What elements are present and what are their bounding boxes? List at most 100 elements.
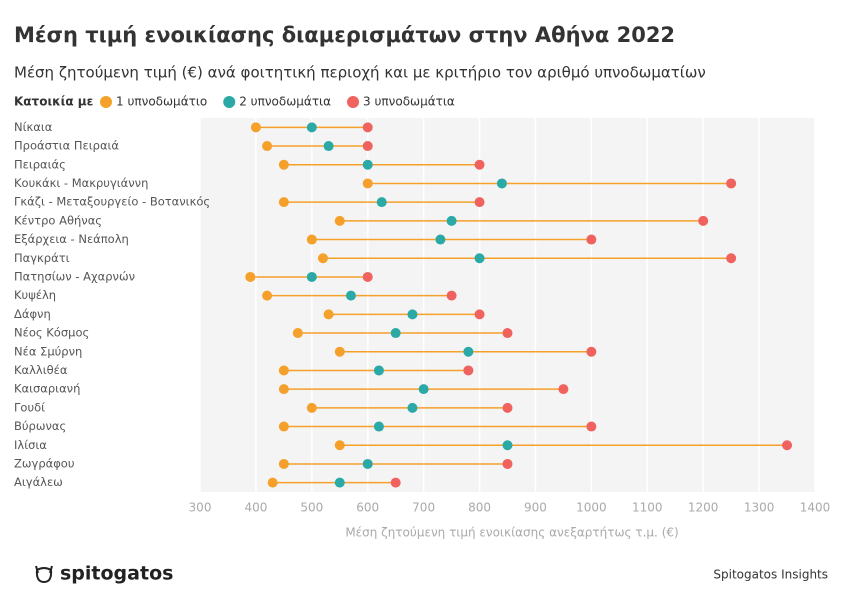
dot <box>334 477 345 488</box>
dot <box>373 421 384 432</box>
dot <box>418 384 429 395</box>
x-tick-label: 500 <box>300 501 323 515</box>
dot <box>362 458 373 469</box>
dot <box>278 197 289 208</box>
dot <box>586 346 597 357</box>
dot <box>306 271 317 282</box>
y-tick-label: Γουδί <box>14 400 45 414</box>
dot <box>373 365 384 376</box>
dot <box>278 365 289 376</box>
dot <box>306 234 317 245</box>
dot <box>362 141 373 152</box>
x-tick-label: 900 <box>524 501 547 515</box>
dot <box>435 234 446 245</box>
dot <box>334 215 345 226</box>
dot <box>474 197 485 208</box>
dot <box>250 122 261 133</box>
y-tick-label: Κέντρο Αθήνας <box>14 213 102 227</box>
y-tick-label: Γκάζι - Μεταξουργείο - Βοτανικός <box>14 195 210 209</box>
dot <box>318 253 328 264</box>
dot <box>278 159 289 170</box>
dot <box>390 477 401 488</box>
x-tick-label: 800 <box>468 501 491 515</box>
y-tick-label: Εξάρχεια - Νεάπολη <box>14 232 129 246</box>
dot <box>362 178 373 189</box>
source: Spitogatos Insights <box>713 568 828 582</box>
y-tick-label: Νέος Κόσμος <box>14 326 89 340</box>
dot <box>558 384 569 395</box>
dot <box>376 197 387 208</box>
plot-background <box>200 118 815 492</box>
y-tick-label: Παγκράτι <box>14 251 70 265</box>
dot <box>362 159 373 170</box>
x-tick-label: 1400 <box>800 501 831 515</box>
dot <box>306 402 317 413</box>
dot <box>262 290 273 301</box>
dot <box>782 440 793 451</box>
legend-marker <box>223 96 236 108</box>
legend-title: Κατοικία με <box>14 95 93 109</box>
dot <box>474 253 485 264</box>
legend-marker <box>347 96 360 108</box>
dot <box>496 178 507 189</box>
dot <box>463 346 474 357</box>
dot <box>278 421 289 432</box>
legend-marker <box>100 96 112 108</box>
x-tick-label: 700 <box>412 501 435 515</box>
legend-label: 2 υπνοδωμάτια <box>239 95 331 109</box>
x-tick-label: 300 <box>189 501 212 515</box>
x-tick-label: 1300 <box>744 501 775 515</box>
dot <box>502 328 513 339</box>
dot <box>278 458 289 469</box>
dot <box>306 122 317 133</box>
dot <box>586 421 597 432</box>
legend-label: 1 υπνοδωμάτιο <box>116 95 207 109</box>
dot <box>323 141 334 152</box>
y-tick-label: Νέα Σμύρνη <box>14 344 82 358</box>
y-tick-label: Πειραιάς <box>14 157 66 171</box>
x-tick-label: 600 <box>356 501 379 515</box>
y-tick-label: Κουκάκι - Μακρυγιάννη <box>14 176 148 190</box>
dot <box>502 458 513 469</box>
y-tick-label: Καλλιθέα <box>14 363 68 377</box>
logo: spitogatos <box>60 563 173 585</box>
dot <box>292 328 303 339</box>
x-tick-label: 1000 <box>576 501 607 515</box>
dot <box>407 309 418 320</box>
dot <box>726 253 737 264</box>
x-tick-label: 1200 <box>688 501 719 515</box>
dot <box>267 477 278 488</box>
dot <box>362 271 373 282</box>
dot <box>334 346 345 357</box>
legend-label: 3 υπνοδωμάτια <box>363 95 455 109</box>
y-tick-label: Βύρωνας <box>14 419 66 433</box>
dot <box>474 309 485 320</box>
x-tick-label: 400 <box>244 501 267 515</box>
dot <box>446 290 457 301</box>
dot <box>463 365 474 376</box>
chart-title: Μέση τιμή ενοικίασης διαμερισμάτων στην … <box>14 23 675 47</box>
dot <box>586 234 597 245</box>
dot <box>502 402 513 413</box>
dot <box>390 328 401 339</box>
dot <box>446 215 457 226</box>
y-tick-label: Προάστια Πειραιά <box>14 139 119 153</box>
dot <box>278 384 289 395</box>
y-tick-label: Δάφνη <box>14 307 51 321</box>
y-tick-label: Ιλίσια <box>14 438 47 452</box>
dot <box>502 440 513 451</box>
dot <box>262 141 273 152</box>
y-tick-label: Ζωγράφου <box>14 456 74 470</box>
dot <box>726 178 737 189</box>
dot <box>698 215 709 226</box>
dot <box>407 402 418 413</box>
logo-icon <box>35 565 53 584</box>
chart-subtitle: Μέση ζητούμενη τιμή (€) ανά φοιτητική πε… <box>14 64 706 82</box>
y-tick-label: Κυψέλη <box>14 288 56 302</box>
y-tick-label: Αιγάλεω <box>14 475 63 489</box>
y-tick-label: Καισαριανή <box>14 382 80 396</box>
y-tick-label: Πατησίων - Αχαρνών <box>14 269 135 283</box>
dot <box>323 309 334 320</box>
dot <box>474 159 485 170</box>
